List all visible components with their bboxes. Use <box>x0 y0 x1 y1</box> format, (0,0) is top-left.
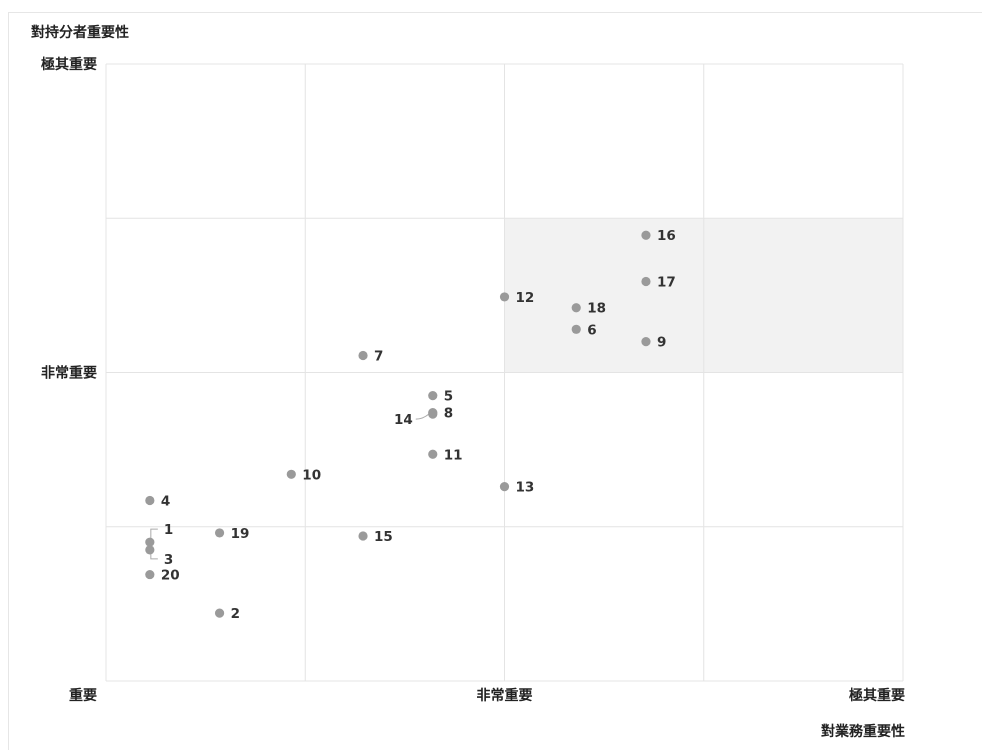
data-point-label: 17 <box>657 274 676 290</box>
data-point-label: 4 <box>161 494 170 510</box>
data-point-label: 6 <box>587 322 596 338</box>
data-point-label: 19 <box>231 526 250 542</box>
data-point <box>286 469 296 479</box>
data-point-label: 8 <box>444 406 453 422</box>
data-point <box>145 495 155 506</box>
data-point <box>214 608 225 618</box>
data-point <box>145 537 155 547</box>
data-point-label: 3 <box>164 552 173 568</box>
data-point-label: 10 <box>302 467 321 483</box>
data-point-label: 18 <box>587 301 606 317</box>
data-point-label: 1 <box>164 522 173 538</box>
data-point-label: 15 <box>374 529 393 545</box>
y-tick-label: 非常重要 <box>41 365 97 382</box>
x-tick-label: 非常重要 <box>477 687 533 704</box>
data-point <box>358 531 368 541</box>
data-point-label: 7 <box>374 349 383 365</box>
data-point <box>641 337 651 347</box>
data-point-label: 2 <box>231 606 240 622</box>
data-point-label: 9 <box>657 335 666 351</box>
data-point-label: 11 <box>444 447 463 463</box>
x-tick-label: 重要 <box>69 687 97 704</box>
data-point-label: 5 <box>444 389 453 405</box>
data-point <box>499 292 510 302</box>
data-point <box>571 324 581 334</box>
data-point <box>428 409 438 419</box>
x-axis-title: 對業務重要性 <box>821 724 905 740</box>
data-point <box>428 449 438 459</box>
data-point <box>358 350 368 361</box>
label-leader-line <box>150 528 158 540</box>
data-point <box>428 391 438 401</box>
label-leader-line <box>415 413 430 420</box>
label-leader-line <box>150 552 158 560</box>
y-tick-label: 極其重要 <box>41 56 97 73</box>
chart-frame <box>8 12 982 750</box>
data-point-label: 13 <box>516 480 535 496</box>
data-point <box>145 545 155 555</box>
data-point <box>145 569 155 580</box>
data-point-label: 20 <box>161 568 180 584</box>
x-tick-label: 極其重要 <box>849 687 905 704</box>
data-point <box>214 528 225 538</box>
data-point-label: 14 <box>394 412 413 428</box>
data-point-label: 12 <box>516 290 535 306</box>
data-point <box>641 230 651 240</box>
data-point <box>499 482 510 492</box>
y-axis-title: 對持分者重要性 <box>31 25 129 41</box>
data-point <box>571 303 581 313</box>
data-point-label: 16 <box>657 228 676 244</box>
data-point <box>641 276 651 287</box>
